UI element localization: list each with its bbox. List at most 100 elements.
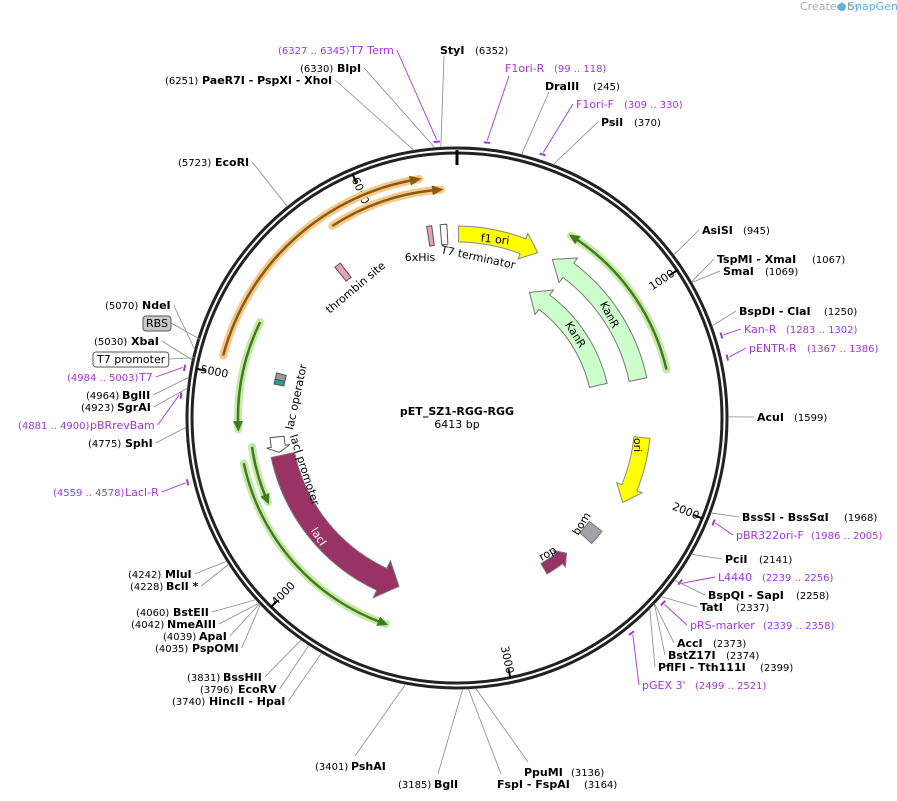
enzyme-site: (4775) (88, 439, 121, 450)
enzyme-site: (3401) (315, 762, 348, 773)
arc-line (242, 463, 387, 626)
enzyme-name: XbaI (131, 335, 159, 348)
kanr-outer (551, 257, 648, 382)
enzyme-site: (6251) (165, 76, 198, 87)
plasmid-name: pET_SZ1-RGG-RGG (400, 405, 514, 418)
primer-range: (4881 .. 4900) (18, 421, 90, 432)
leader-line (168, 357, 196, 360)
leader-line (437, 688, 464, 775)
leader-line (229, 603, 260, 637)
arc-head (569, 234, 581, 245)
plasmid-length: 6413 bp (434, 418, 479, 431)
enzyme-site: (370) (634, 118, 661, 129)
enzyme-site: (3740) (172, 697, 205, 708)
rop (540, 549, 568, 575)
leader-line (173, 304, 196, 350)
enzyme-site: (4039) (163, 632, 196, 643)
primer-mark (179, 392, 183, 399)
leader-line (467, 688, 502, 775)
arc-head (431, 185, 444, 196)
primer-name: LacI-R (125, 486, 159, 499)
primer-range: (1986 .. 2005) (811, 531, 883, 542)
primer-name: pBR322ori-F (736, 529, 804, 542)
enzyme-site: (5030) (94, 337, 127, 348)
leader-line (241, 604, 261, 649)
primer-mark (183, 364, 187, 372)
enzyme-name: PflFI - Tth111I (658, 661, 746, 674)
enzyme-name: NdeI (142, 299, 171, 312)
arc-halo (328, 185, 445, 230)
enzyme-site: (245) (593, 82, 620, 93)
primer-leader (161, 482, 186, 493)
primer-leader (723, 328, 742, 336)
enzyme-name: StyI (440, 44, 464, 57)
feature-label: T7 promoter (96, 353, 166, 366)
primer-name: L4440 (718, 571, 752, 584)
enzyme-site: (945) (743, 226, 770, 237)
enzyme-name: FspI - FspAI (497, 778, 570, 791)
leader-line (653, 603, 666, 656)
leader-line (673, 579, 706, 596)
tick-label: 2000 (670, 500, 701, 523)
f1-ori (457, 225, 539, 260)
enzyme-site: (1067) (812, 255, 845, 266)
ori (616, 436, 651, 504)
feature-box (92, 351, 170, 368)
6xhis (426, 225, 435, 247)
enzyme-name: EcoRI (215, 156, 249, 169)
enzyme-name: ApaI (199, 630, 227, 643)
brand: SnapGene (848, 0, 897, 13)
enzyme-name: BlpI (337, 62, 361, 75)
leader-line (440, 55, 445, 148)
enzyme-site: (2337) (736, 603, 769, 614)
laci (270, 451, 400, 599)
leader-line (153, 376, 190, 396)
tick-mark (693, 514, 703, 520)
leader-line (201, 563, 230, 587)
primer-leader (632, 634, 640, 686)
arc-line (221, 177, 420, 356)
primer-leader (681, 576, 716, 584)
leader-line (264, 639, 302, 678)
enzyme-name: BspQI - SapI (708, 589, 784, 602)
arc-head (409, 175, 422, 186)
tick-label: 5000 (199, 363, 229, 381)
primer-name: pENTR-R (749, 342, 797, 355)
tick-mark (196, 367, 206, 372)
enzyme-site: (3136) (571, 768, 604, 779)
leader-line (552, 121, 599, 165)
tick-mark (507, 668, 512, 678)
primer-mark (539, 152, 546, 157)
enzyme-site: (1069) (765, 267, 798, 278)
leader-line (153, 387, 188, 408)
enzyme-name: SmaI (723, 265, 754, 278)
feature-label: ori (631, 438, 644, 452)
enzyme-name: PshAI (351, 760, 386, 773)
enzyme-name: PsiI (601, 116, 623, 129)
enzyme-name: SphI (125, 437, 153, 450)
primer-name: F1ori-F (576, 98, 614, 111)
primer-name: pBRrevBam (90, 419, 155, 432)
primer-name: F1ori-R (505, 62, 545, 75)
enzyme-site: (4060) (136, 608, 169, 619)
enzyme-site: (5070) (105, 301, 138, 312)
enzyme-site: (6330) (300, 64, 333, 75)
enzyme-site: (4964) (86, 391, 119, 402)
laci-promoter (266, 435, 291, 454)
leader-line (155, 426, 187, 444)
feature-label: f1 ori (480, 232, 510, 248)
primer-name: Kan-R (744, 323, 777, 336)
enzyme-name: TspMI - XmaI (717, 253, 796, 266)
tick-mark (351, 174, 358, 184)
feature-label: thrombin site (323, 259, 388, 316)
primer-range: (6327 .. 6345) (278, 46, 350, 57)
leader-line (710, 512, 740, 518)
leader-line (691, 270, 721, 283)
enzyme-site: (5723) (178, 158, 211, 169)
leader-line (251, 161, 288, 207)
primer-name: pGEX 3' (642, 679, 686, 692)
leader-line (218, 602, 260, 625)
tick-mark (669, 269, 678, 277)
